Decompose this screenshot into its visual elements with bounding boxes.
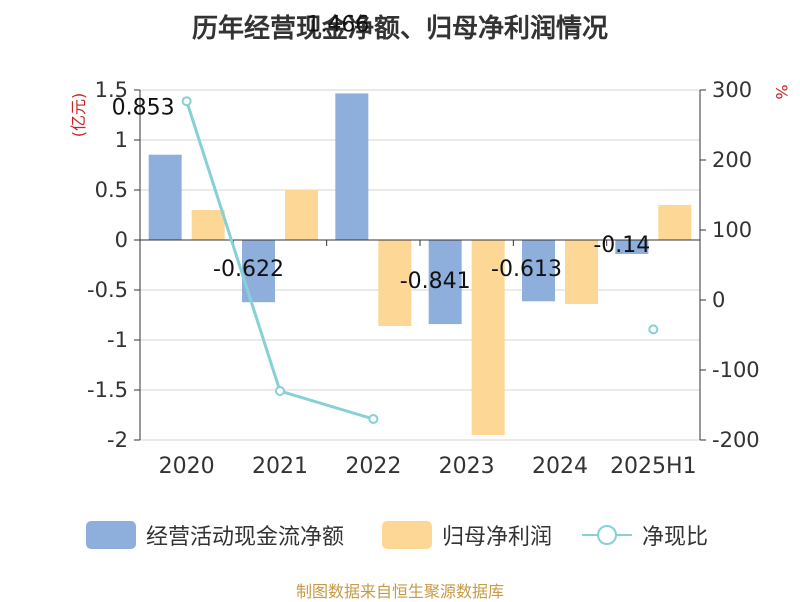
right-axis-unit: % — [772, 84, 791, 99]
legend-item-profit[interactable]: 归母净利润 — [382, 518, 552, 552]
ratio-point — [181, 96, 192, 107]
profit-bar — [658, 205, 692, 240]
cashflow-bar — [335, 93, 369, 241]
legend-swatch-cashflow — [86, 521, 136, 549]
left-tick-label: 1 — [115, 128, 128, 152]
category-label: 2025H1 — [610, 454, 697, 479]
right-tick-label: 300 — [712, 78, 752, 102]
left-tick-label: -1.5 — [87, 378, 128, 402]
right-tick-label: 0 — [712, 288, 725, 312]
ratio-line — [181, 96, 659, 424]
right-tick-label: -100 — [712, 358, 760, 382]
cashflow-value-label: -0.613 — [491, 257, 562, 282]
cashflow-bar — [148, 154, 182, 240]
profit-bar — [191, 210, 225, 240]
left-tick-label: 0.5 — [95, 178, 128, 202]
cashflow-value-label: -0.622 — [213, 257, 284, 282]
left-tick-label: 1.5 — [95, 78, 128, 102]
ratio-point — [275, 386, 285, 396]
category-label: 2021 — [252, 454, 308, 479]
left-tick-label: 0 — [115, 228, 128, 252]
category-label: 2024 — [532, 454, 588, 479]
axes — [134, 89, 706, 441]
cashflow-value-label: -0.841 — [400, 269, 471, 294]
profit-bar — [285, 190, 318, 240]
category-label: 2023 — [439, 454, 495, 479]
legend-label-ratio: 净现比 — [642, 525, 709, 550]
profit-bar — [378, 240, 412, 326]
source-note: 制图数据来自恒生聚源数据库 — [295, 582, 504, 601]
legend-label-cashflow: 经营活动现金流净额 — [146, 525, 345, 550]
cashflow-bar — [615, 240, 649, 254]
ratio-point — [368, 414, 379, 424]
right-tick-label: -200 — [712, 428, 760, 452]
legend-label-profit: 归母净利润 — [442, 525, 553, 550]
left-tick-label: -1 — [107, 328, 128, 352]
legend-item-cashflow[interactable]: 经营活动现金流净额 — [86, 518, 344, 552]
tick-labels: 1.5 1 0.5 0 -0.5 -1 -1.5 -2 300 200 100 0 -100 -200 (亿… — [69, 78, 791, 479]
profit-bar — [565, 240, 598, 304]
cashflow-bar — [428, 240, 462, 325]
cashflow-value-label: -0.14 — [593, 233, 650, 258]
category-label: 2022 — [345, 454, 401, 479]
left-tick-label: -0.5 — [87, 278, 128, 302]
cashflow-bar — [522, 240, 555, 302]
cashflow-value-label: 1.466 — [306, 12, 369, 37]
right-tick-label: 100 — [712, 218, 752, 242]
legend-item-ratio[interactable]: 净现比 — [582, 518, 708, 552]
legend-swatch-ratio — [582, 525, 632, 545]
category-label: 2020 — [159, 454, 215, 479]
bars — [148, 93, 692, 435]
data-labels: 0.853 -0.622 1.466 -0.841 -0.613 -0.14 — [112, 12, 651, 294]
legend: 经营活动现金流净额 归母净利润 净现比 — [0, 518, 800, 552]
cashflow-value-label: 0.853 — [112, 96, 175, 121]
ratio-point — [648, 324, 659, 335]
profit-bar — [471, 240, 505, 435]
right-tick-label: 200 — [712, 148, 752, 172]
left-tick-label: -2 — [107, 428, 128, 452]
legend-swatch-profit — [382, 521, 432, 549]
chart-title: 历年经营现金净额、归母净利润情况 — [191, 14, 608, 44]
left-axis-unit: (亿元) — [69, 93, 88, 138]
